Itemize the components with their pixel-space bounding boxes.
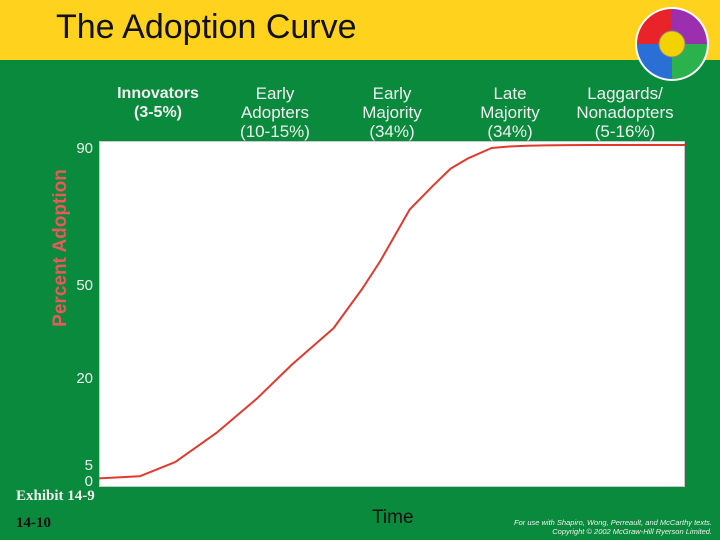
y-tick-label: 20 <box>76 370 93 387</box>
y-axis-title: Percent Adoption <box>50 169 71 327</box>
four-color-circle-logo-icon <box>635 7 709 81</box>
y-tick-label: 50 <box>76 277 93 294</box>
y-tick-label: 0 <box>85 473 93 490</box>
adoption-curve-line <box>98 144 685 480</box>
stage-label-early-majority: Early Majority (34%) <box>362 84 422 141</box>
stage-label-laggards: Laggards/ Nonadopters (5-16%) <box>576 84 674 141</box>
x-axis-title: Time <box>372 507 414 528</box>
plot-area <box>99 141 685 487</box>
exhibit-label: Exhibit 14-9 <box>16 488 95 504</box>
stage-label-early-adopters: Early Adopters (10-15%) <box>240 84 310 141</box>
y-tick-label: 90 <box>76 140 93 157</box>
y-tick-label: 5 <box>85 457 93 474</box>
stage-label-late-majority: Late Majority (34%) <box>480 84 540 141</box>
page-title: The Adoption Curve <box>56 8 357 46</box>
credit-text: For use with Shapiro, Wong, Perreault, a… <box>514 518 712 536</box>
stage-label-innovators: Innovators (3-5%) <box>117 85 199 121</box>
page-number: 14-10 <box>16 515 51 531</box>
title-band <box>0 0 720 60</box>
